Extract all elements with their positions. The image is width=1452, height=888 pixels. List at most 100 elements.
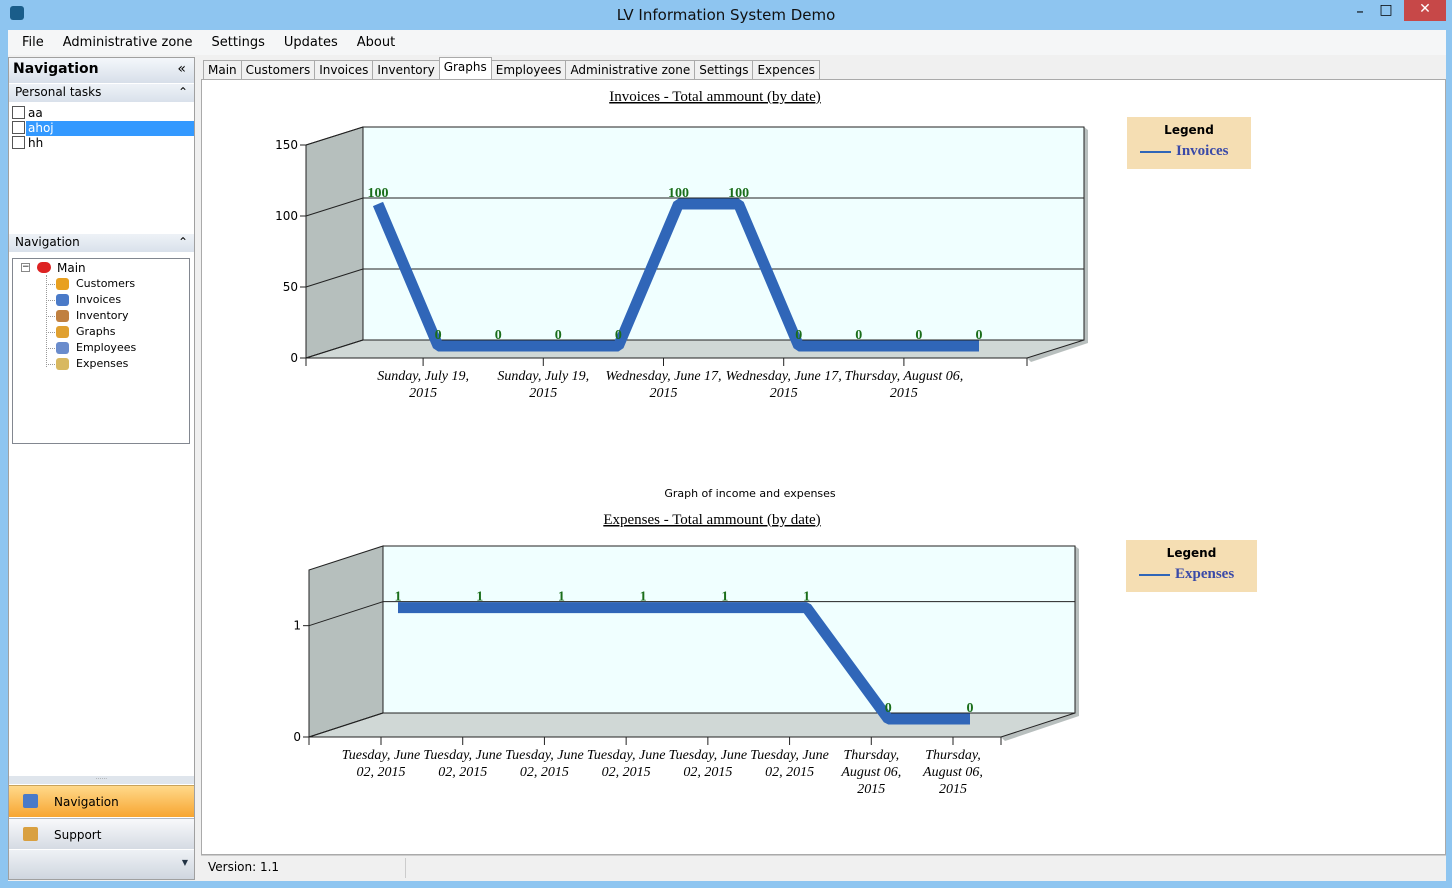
tree-icon	[56, 326, 69, 338]
button-label: Support	[54, 828, 102, 842]
menu-item[interactable]: Updates	[283, 35, 338, 50]
left-wall	[308, 545, 384, 738]
grid-line	[308, 601, 384, 627]
tab[interactable]: Inventory	[372, 60, 440, 80]
menu-item[interactable]: Administrative zone	[62, 35, 193, 50]
x-tick-label: Sunday, July 19, 2015	[377, 369, 469, 401]
data-label: 0	[615, 328, 622, 343]
tree-item[interactable]: Inventory	[76, 309, 129, 322]
tree-item[interactable]: Graphs	[76, 325, 116, 338]
nav-button[interactable]: Support	[9, 818, 194, 849]
menu-bar: File Administrative zone Settings Updates Ab…	[8, 30, 1446, 55]
minimize-button[interactable]: –	[1356, 2, 1364, 20]
data-label: 1	[395, 590, 402, 605]
button-label: Navigation	[54, 795, 119, 809]
task-list: aa ahoj hh	[9, 104, 194, 234]
tree-line	[46, 316, 55, 317]
data-ribbon	[398, 602, 970, 725]
tree-line	[46, 348, 55, 349]
tree-icon	[37, 262, 51, 273]
y-tick-label: 150	[275, 138, 298, 152]
legend-title: Legend	[1166, 546, 1217, 560]
tree-item[interactable]: Employees	[76, 341, 137, 354]
legend	[1127, 117, 1251, 169]
tree-icon	[56, 278, 69, 290]
data-label: 1	[640, 590, 647, 605]
x-tick-label: Wednesday, June 17, 2015	[725, 369, 842, 401]
sidebar: Navigation « Personal tasks ⌃ aa ahoj hh Nav…	[8, 57, 195, 880]
task-item[interactable]: aa	[28, 106, 43, 120]
legend-swatch	[1139, 574, 1170, 576]
tree-root[interactable]: Main	[57, 261, 86, 275]
legend-entry: Invoices	[1176, 143, 1229, 159]
close-button[interactable]: ✕	[1404, 0, 1446, 21]
checkbox[interactable]	[12, 136, 25, 149]
nav-button[interactable]: Navigation	[9, 785, 194, 817]
data-label: 100	[728, 186, 749, 201]
tree-line	[46, 275, 47, 367]
grid-line	[305, 339, 364, 359]
menu-item[interactable]: Settings	[211, 35, 265, 50]
tab[interactable]: Graphs	[438, 57, 492, 80]
left-wall	[305, 126, 364, 359]
navigation-tree: − Main Customers Invoices Inventory Graphs Emp…	[12, 258, 190, 444]
tree-icon	[56, 310, 69, 322]
data-label: 0	[495, 328, 502, 343]
tab[interactable]: Employees	[490, 60, 567, 80]
data-label: 0	[855, 328, 862, 343]
data-label: 0	[555, 328, 562, 343]
menu-item[interactable]: About	[356, 35, 396, 50]
y-tick-label: 0	[290, 351, 298, 365]
x-tick-label: Thursday, August 06, 2015	[844, 369, 964, 401]
tree-icon	[56, 294, 69, 306]
checkbox[interactable]	[12, 121, 25, 134]
data-label: 100	[668, 186, 689, 201]
grid-line	[305, 197, 364, 217]
grid-line	[305, 126, 364, 146]
navigation-header[interactable]: Navigation ⌃	[9, 234, 194, 252]
tree-line	[46, 284, 55, 285]
title-bar: LV Information System Demo – □ ✕	[0, 0, 1452, 30]
legend-swatch	[1140, 151, 1171, 153]
data-label: 0	[915, 328, 922, 343]
collapse-button[interactable]: «	[177, 61, 186, 77]
x-tick-label: Thursday, August 06, 2015	[841, 748, 902, 797]
tree-item[interactable]: Invoices	[76, 293, 122, 306]
collapse-icon: ⌃	[177, 235, 188, 249]
y-tick-label: 100	[275, 209, 298, 223]
data-label: 100	[368, 186, 389, 201]
options-arrow[interactable]: ▼	[181, 858, 188, 867]
tree-line	[46, 364, 55, 365]
collapse-icon: ⌃	[177, 85, 188, 99]
button-icon	[23, 794, 38, 808]
personal-tasks-header[interactable]: Personal tasks ⌃	[9, 84, 194, 102]
app-icon	[10, 6, 24, 20]
maximize-button[interactable]: □	[1379, 2, 1393, 18]
expander[interactable]: −	[21, 262, 30, 272]
menu-item[interactable]: File	[22, 35, 44, 50]
x-tick-label: Tuesday, June 02, 2015	[586, 748, 666, 780]
checkbox[interactable]	[12, 106, 25, 119]
version-label: Version: 1.1	[208, 860, 280, 874]
tree-icon	[56, 358, 69, 370]
tree-item[interactable]: Customers	[76, 277, 136, 290]
tree-icon	[56, 342, 69, 354]
data-label: 0	[885, 701, 892, 716]
task-item[interactable]: hh	[28, 136, 44, 150]
x-tick-label: Thursday, August 06, 2015	[923, 748, 983, 797]
grid-line	[305, 268, 364, 288]
legend	[1126, 540, 1257, 592]
splitter[interactable]: ······	[9, 776, 194, 784]
x-tick-label: Wednesday, June 17, 2015	[605, 369, 722, 401]
y-tick-label: 50	[283, 280, 298, 294]
tree-item[interactable]: Expenses	[76, 357, 129, 370]
graphs-caption: Graph of income and expenses	[664, 487, 836, 500]
task-item[interactable]: ahoj	[26, 121, 194, 136]
y-tick-label: 0	[293, 730, 301, 744]
x-tick-label: Tuesday, June 02, 2015	[505, 748, 584, 780]
chart-title: Expenses - Total ammount (by date)	[603, 512, 820, 528]
x-tick-label: Tuesday, June 02, 2015	[668, 748, 748, 780]
x-tick-label: Tuesday, June 02, 2015	[341, 748, 421, 780]
sidebar-title: Navigation	[13, 61, 99, 77]
